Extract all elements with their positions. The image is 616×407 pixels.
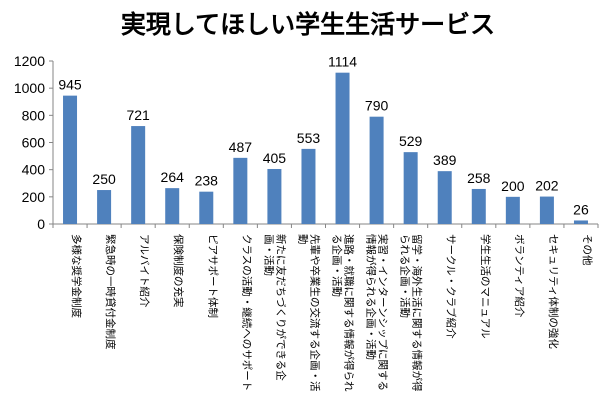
data-label: 553: [297, 130, 321, 146]
data-label: 202: [535, 178, 559, 194]
data-label: 389: [433, 152, 457, 168]
plot-area: 0 200 400 600 800 1000 1200 945 多様な奨学金制度 250 緊急時の一…: [14, 53, 599, 392]
data-label: 405: [263, 150, 287, 166]
data-label: 264: [161, 169, 185, 185]
category-label: 留学・海外生活に関する情報が得: [411, 234, 424, 392]
bar: [471, 188, 486, 224]
bar: [97, 190, 112, 224]
data-label: 26: [573, 201, 589, 217]
y-tick-label: 1200: [14, 53, 45, 69]
category-label: 画・活動: [262, 234, 275, 276]
category-label: サークル・クラブ紹介: [445, 234, 458, 339]
bar: [437, 171, 452, 224]
category-label: その他: [581, 234, 594, 266]
y-tick-label: 200: [22, 189, 46, 205]
y-tick-label: 800: [22, 107, 46, 123]
category-label: られる企画・活動: [399, 234, 412, 318]
bar: [403, 152, 418, 224]
bar: [539, 196, 554, 224]
category-label: 緊急時の一時貸付金制度: [104, 234, 117, 350]
bar: [301, 148, 316, 224]
bar: [165, 188, 180, 224]
y-tick-label: 1000: [14, 80, 45, 96]
chart-title: 実現してほしい学生生活サービス: [121, 10, 495, 39]
category-label: 学生生活のマニュアル: [479, 234, 492, 339]
bar: [573, 220, 588, 224]
category-label: 保険制度の充実: [172, 234, 185, 308]
category-label: アルバイト紹介: [138, 234, 151, 308]
category-label: 実習・インターンシップに関する: [377, 234, 390, 391]
data-label: 945: [58, 77, 82, 93]
y-tick-label: 0: [37, 216, 45, 232]
data-label: 721: [126, 107, 150, 123]
bar: [131, 126, 146, 224]
data-label: 258: [467, 170, 491, 186]
bar: [267, 168, 282, 224]
bar: [63, 95, 78, 224]
category-label: ボランティア紹介: [513, 234, 526, 318]
category-label: セキュリティ体制の強化: [547, 234, 560, 349]
bar: [369, 116, 384, 224]
y-tick-label: 600: [22, 135, 46, 151]
data-label: 790: [365, 98, 389, 114]
category-label: 新たに友だちづくりができる企: [274, 234, 287, 381]
data-label: 238: [195, 173, 219, 189]
category-label: ピアサポート体制: [206, 234, 219, 318]
category-label: 進路・就職に関する情報が得られ: [343, 234, 356, 392]
data-label: 200: [501, 178, 525, 194]
data-label: 487: [229, 139, 253, 155]
category-label: 多様な奨学金制度: [70, 234, 83, 318]
y-tick-label: 400: [22, 162, 46, 178]
category-label: る企画・活動: [331, 234, 344, 297]
bar: [335, 72, 350, 224]
bar: [199, 191, 214, 224]
data-label: 250: [92, 171, 116, 187]
bar: [233, 157, 248, 224]
category-label: 情報が得られる企画・活動: [365, 234, 378, 360]
category-label: 動: [296, 234, 309, 245]
category-label: クラスの活動・継続へのサポート: [240, 234, 253, 391]
category-label: 先輩や卒業生の交流する企画・活: [308, 234, 321, 392]
data-label: 529: [399, 133, 423, 149]
bar: [505, 196, 520, 224]
data-label: 1114: [328, 54, 357, 70]
